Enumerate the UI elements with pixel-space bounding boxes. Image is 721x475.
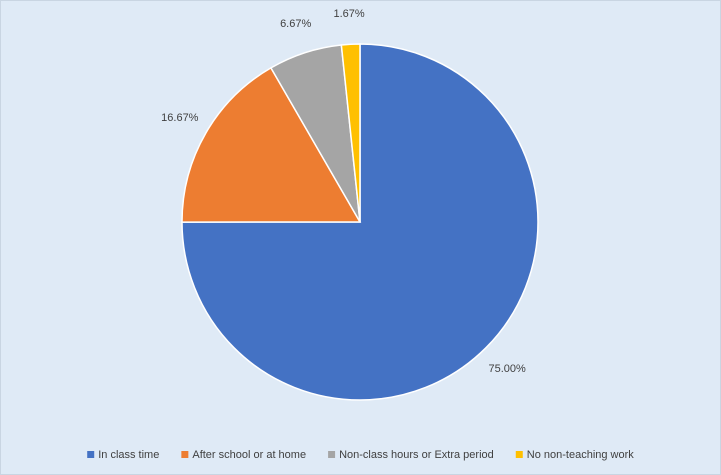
legend-label: After school or at home: [192, 449, 306, 461]
pie-slice: [181, 43, 539, 401]
legend-swatch: [328, 451, 336, 458]
pie-slice: [181, 66, 362, 223]
legend-swatch: [515, 451, 523, 458]
pie-slice: [340, 43, 361, 223]
legend-label: Non-class hours or Extra period: [339, 449, 494, 461]
legend-label: No non-teaching work: [527, 449, 635, 461]
data-label: 1.67%: [333, 8, 364, 20]
legend-label: In class time: [98, 449, 159, 461]
data-label: 16.67%: [161, 112, 199, 124]
data-label: 75.00%: [488, 363, 526, 375]
data-label: 6.67%: [280, 18, 311, 30]
legend-swatch: [87, 451, 95, 458]
legend-swatch: [181, 451, 189, 458]
legend: In class time After school or at home Non-…: [87, 449, 634, 461]
